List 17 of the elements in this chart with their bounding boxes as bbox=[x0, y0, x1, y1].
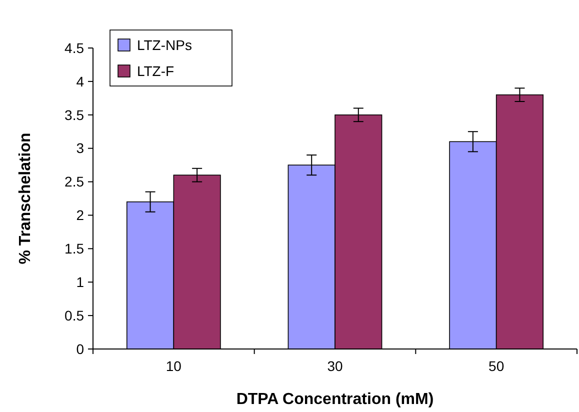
legend-label: LTZ-NPs bbox=[137, 36, 192, 53]
x-tick-label: 50 bbox=[488, 358, 504, 374]
y-tick-label: 3.5 bbox=[64, 106, 84, 123]
x-tick-label: 30 bbox=[327, 358, 343, 374]
y-tick-label: 1 bbox=[76, 274, 84, 290]
y-tick-label: 2.5 bbox=[64, 174, 84, 190]
y-tick-label: 1.5 bbox=[64, 240, 84, 257]
x-tick-label: 10 bbox=[166, 358, 182, 374]
legend-label: LTZ-F bbox=[137, 62, 174, 79]
x-axis-title: DTPA Concentration (mM) bbox=[236, 391, 434, 408]
y-tick-label: 4.5 bbox=[64, 40, 84, 56]
y-tick-label: 3 bbox=[76, 140, 84, 156]
y-tick-label: 0.5 bbox=[64, 307, 84, 324]
y-tick-label: 4 bbox=[76, 73, 84, 90]
y-axis-title: % Transchelation bbox=[17, 132, 34, 264]
y-tick-label: 2 bbox=[76, 207, 84, 224]
y-tick-label: 0 bbox=[76, 340, 84, 357]
